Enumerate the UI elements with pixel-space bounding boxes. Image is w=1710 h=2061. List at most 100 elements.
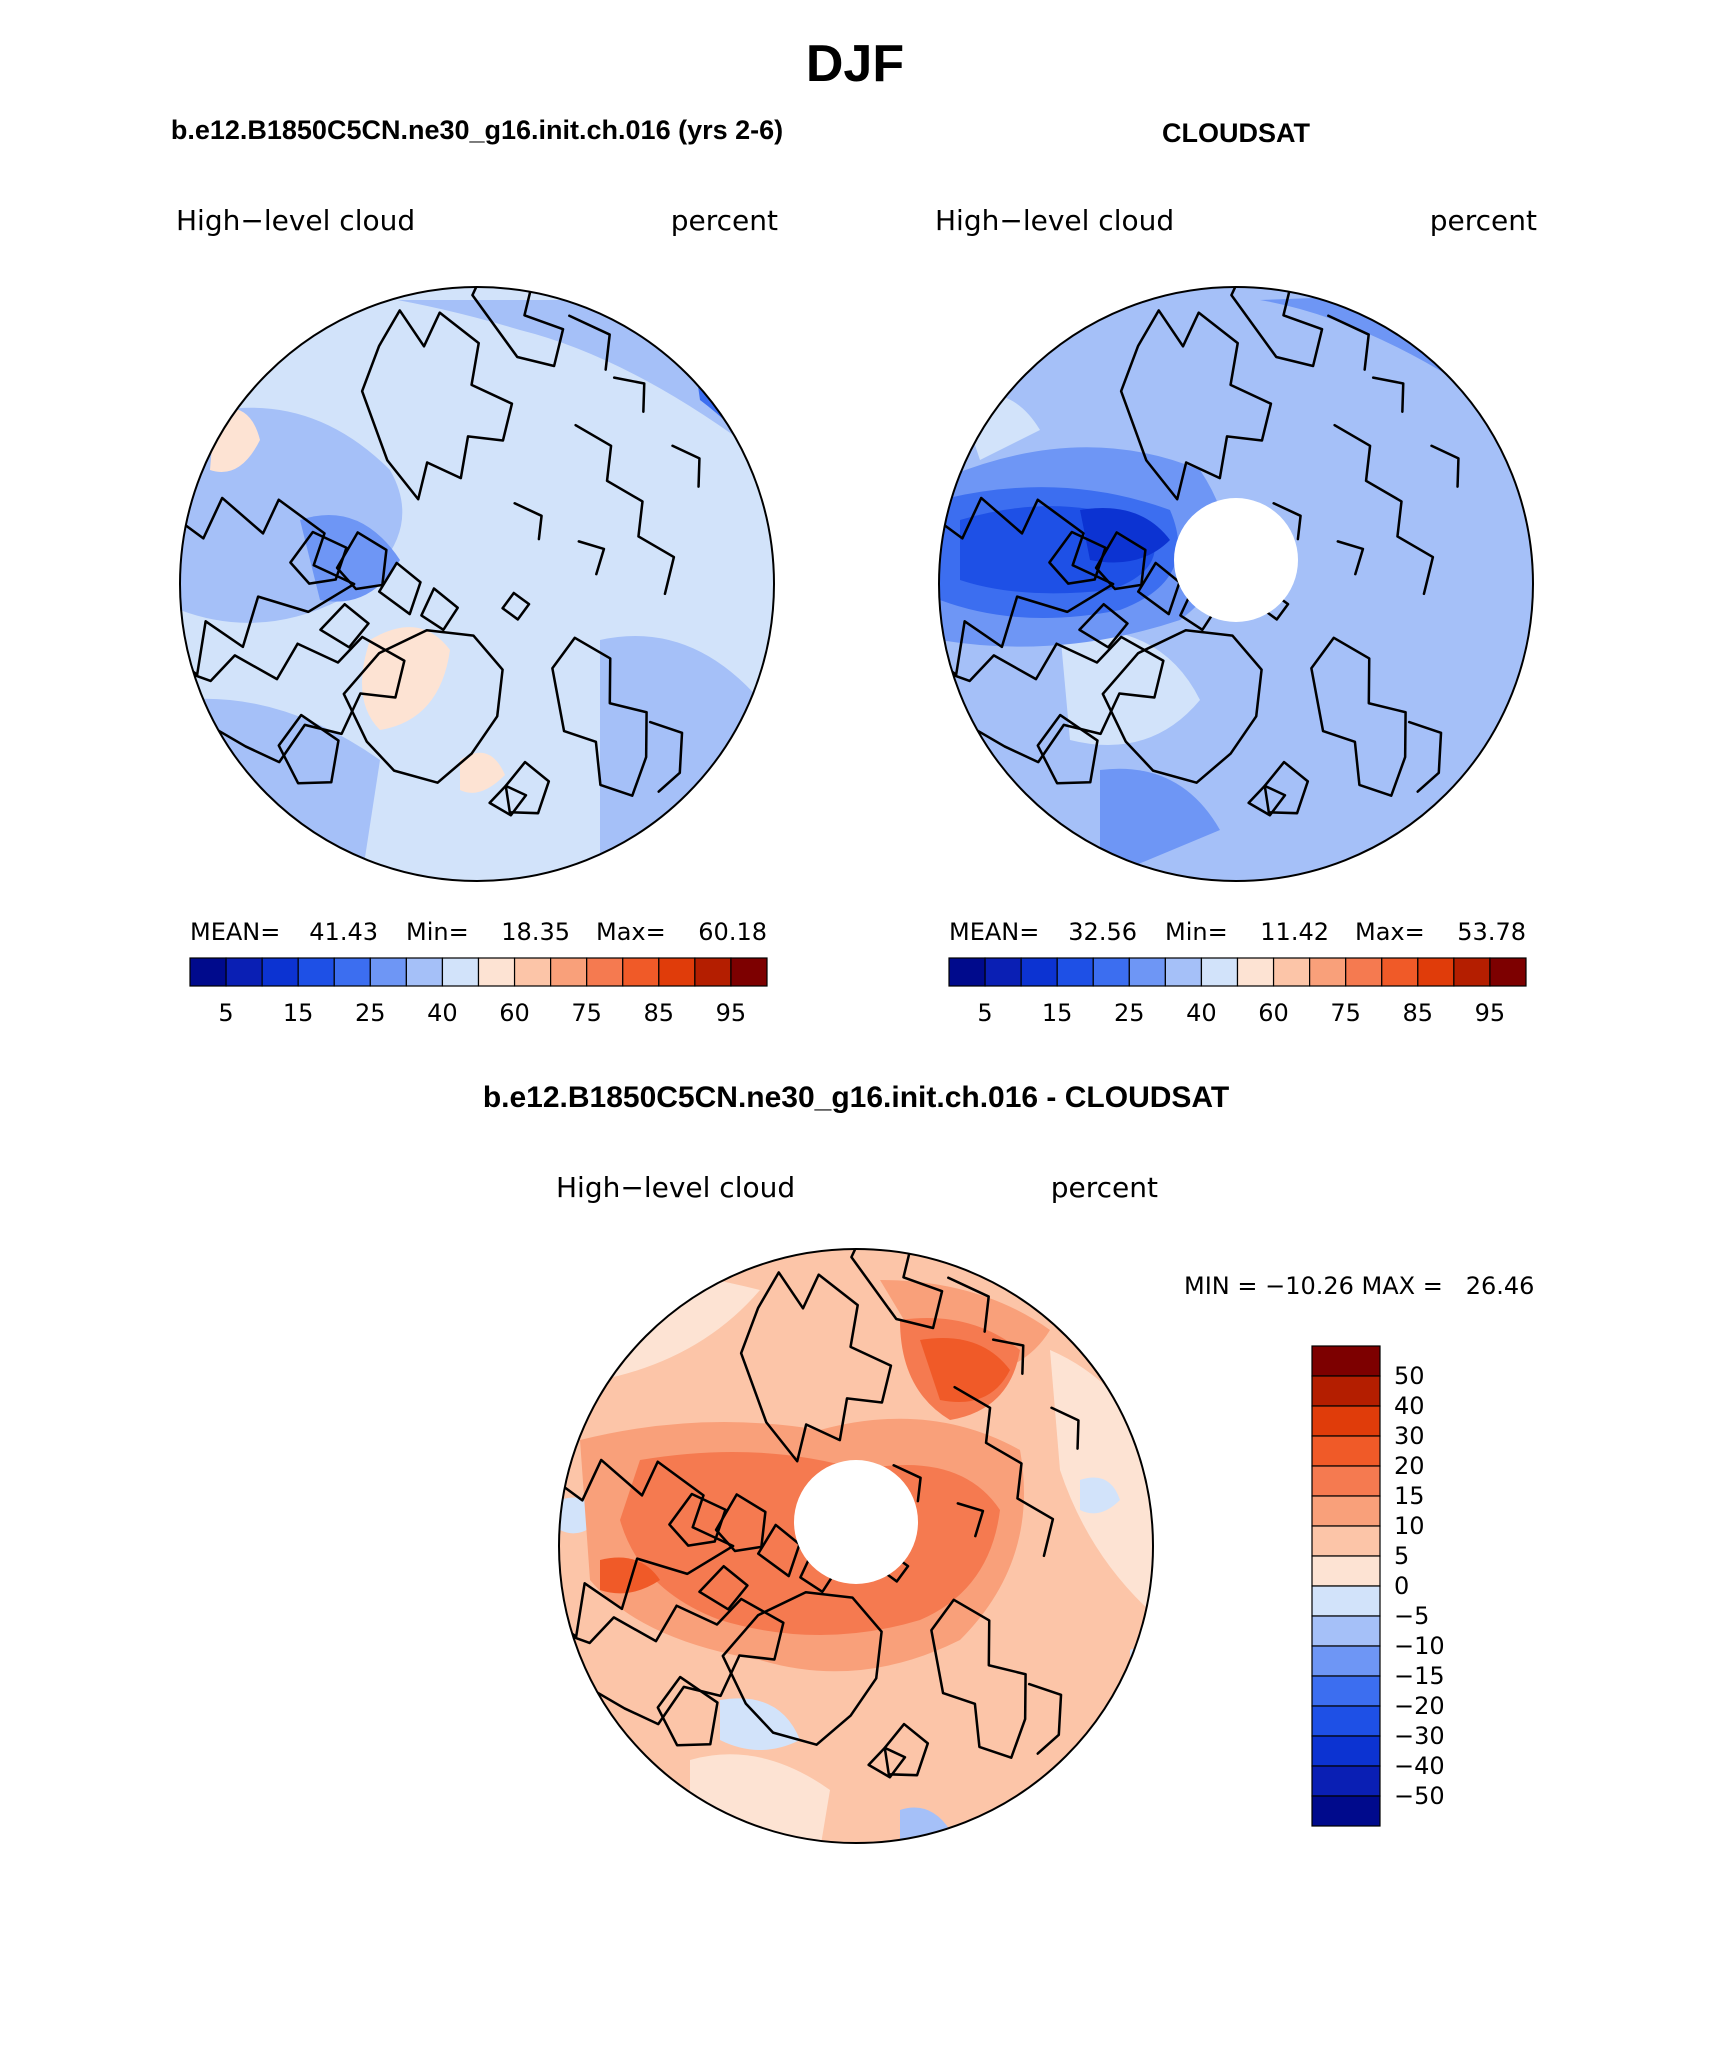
colorbar-swatch (1056, 957, 1094, 987)
colorbar-tick-label: 10 (1394, 1512, 1425, 1540)
colorbar-swatch (1417, 957, 1455, 987)
colorbar-swatch (550, 957, 588, 987)
colorbar-tick-label: 15 (1394, 1482, 1425, 1510)
colorbar-swatch (658, 957, 696, 987)
colorbar-swatch (369, 957, 407, 987)
panel-b-colorbar: 5 15 25 40 60 75 85 95 (948, 957, 1527, 1027)
colorbar-tick-label: 60 (499, 999, 530, 1027)
colorbar-tick-label: 40 (427, 999, 458, 1027)
colorbar-swatch (1311, 1345, 1381, 1377)
colorbar-swatch (1200, 957, 1239, 987)
colorbar-swatch (948, 957, 986, 987)
panel-a-min-value: 18.35 (501, 918, 570, 946)
panel-a-colorbar: 5 15 25 40 60 75 85 95 (189, 957, 768, 1027)
colorbar-swatch (1311, 1525, 1381, 1557)
panel-b-mean-value: 32.56 (1068, 918, 1137, 946)
colorbar-tick-label: 0 (1394, 1572, 1409, 1600)
colorbar-swatch (1311, 1615, 1381, 1647)
colorbar-swatch (1311, 1495, 1381, 1527)
panel-c-map (558, 1248, 1154, 1844)
colorbar-tick-label: −20 (1394, 1692, 1445, 1720)
colorbar-swatch (1311, 1795, 1381, 1827)
colorbar-tick-label: 85 (1403, 999, 1434, 1027)
colorbar-tick-label: −30 (1394, 1722, 1445, 1750)
panel-a-min-label: Min= (406, 918, 469, 946)
colorbar-tick-label: −5 (1394, 1602, 1429, 1630)
colorbar-tick-label: 95 (1475, 999, 1506, 1027)
colorbar-swatch (225, 957, 263, 987)
colorbar-swatch (1311, 1675, 1381, 1707)
colorbar-swatch (1311, 1765, 1381, 1797)
map-c-missing-data-hole (794, 1460, 918, 1584)
colorbar-swatch (297, 957, 335, 987)
colorbar-swatch (730, 957, 768, 987)
colorbar-swatch (1311, 1435, 1381, 1467)
colorbar-tick-label: 20 (1394, 1452, 1425, 1480)
colorbar-tick-label: 30 (1394, 1422, 1425, 1450)
colorbar-swatch (984, 957, 1022, 987)
colorbar-tick-label: −50 (1394, 1782, 1445, 1810)
colorbar-tick-label: −40 (1394, 1752, 1445, 1780)
colorbar-swatch (1345, 957, 1383, 987)
panel-a-max-value: 60.18 (698, 918, 767, 946)
colorbar-swatch (1381, 957, 1419, 987)
colorbar-tick-label: 75 (1330, 999, 1361, 1027)
panel-b-heading: CLOUDSAT (1162, 118, 1310, 148)
colorbar-tick-label: 95 (716, 999, 747, 1027)
colorbar-tick-label: 75 (571, 999, 602, 1027)
colorbar-swatch (1311, 1735, 1381, 1767)
panel-a-max-label: Max= (596, 918, 666, 946)
panel-c-min-max: MIN = −10.26 MAX = 26.46 (1184, 1272, 1534, 1300)
colorbar-swatch (694, 957, 732, 987)
colorbar-tick-label: 5 (218, 999, 233, 1027)
colorbar-swatch (1311, 1705, 1381, 1737)
colorbar-swatch (1489, 957, 1527, 987)
panel-b-min-value: 11.42 (1260, 918, 1329, 946)
colorbar-tick-label: 40 (1394, 1392, 1425, 1420)
colorbar-tick-label: 40 (1186, 999, 1217, 1027)
colorbar-swatch (477, 957, 516, 987)
panel-b-max-value: 53.78 (1457, 918, 1526, 946)
colorbar-swatch (1272, 957, 1311, 987)
colorbar-swatch (1128, 957, 1166, 987)
panel-c-variable-label: High−level cloud (556, 1171, 795, 1204)
panel-b-map (938, 286, 1534, 882)
colorbar-swatch (1311, 1375, 1381, 1407)
colorbar-swatch (261, 957, 299, 987)
colorbar-tick-label: 25 (355, 999, 386, 1027)
figure-title: DJF (806, 35, 904, 93)
panel-a-heading: b.e12.B1850C5CN.ne30_g16.init.ch.016 (yr… (171, 115, 783, 145)
panel-c-heading: b.e12.B1850C5CN.ne30_g16.init.ch.016 - C… (483, 1081, 1229, 1114)
colorbar-swatch (1311, 1555, 1381, 1587)
panel-a-stats: MEAN= 41.43 Min= 18.35 Max= 60.18 (190, 918, 767, 946)
colorbar-swatch (1311, 1405, 1381, 1437)
colorbar-swatch (1164, 957, 1203, 987)
panel-b-unit-label: percent (1430, 204, 1537, 237)
colorbar-swatch (513, 957, 552, 987)
colorbar-tick-label: 25 (1114, 999, 1145, 1027)
panel-a-map (179, 286, 775, 882)
panel-a-mean-value: 41.43 (309, 918, 378, 946)
colorbar-tick-label: 5 (1394, 1542, 1409, 1570)
colorbar-swatch (189, 957, 227, 987)
panel-b-stats: MEAN= 32.56 Min= 11.42 Max= 53.78 (949, 918, 1526, 946)
colorbar-swatch (622, 957, 660, 987)
colorbar-swatch (1092, 957, 1130, 987)
colorbar-tick-label: 15 (1042, 999, 1073, 1027)
panel-a-unit-label: percent (671, 204, 778, 237)
colorbar-swatch (1311, 1465, 1381, 1497)
colorbar-swatch (1453, 957, 1491, 987)
panel-b-min-label: Min= (1165, 918, 1228, 946)
colorbar-tick-label: 60 (1258, 999, 1289, 1027)
colorbar-swatch (1309, 957, 1347, 987)
colorbar-swatch (333, 957, 371, 987)
colorbar-swatch (1020, 957, 1058, 987)
panel-b-variable-label: High−level cloud (935, 204, 1174, 237)
colorbar-tick-label: 50 (1394, 1362, 1425, 1390)
panel-a-variable-label: High−level cloud (176, 204, 415, 237)
colorbar-tick-label: −15 (1394, 1662, 1445, 1690)
panel-b-max-label: Max= (1355, 918, 1425, 946)
colorbar-tick-label: 5 (977, 999, 992, 1027)
